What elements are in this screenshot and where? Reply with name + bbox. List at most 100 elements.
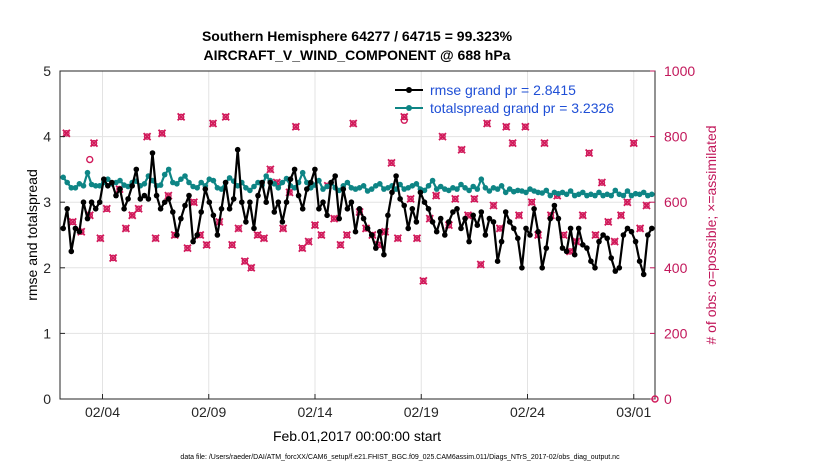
rmse-point — [620, 232, 627, 238]
rmse-point — [486, 215, 493, 222]
rmse-point — [234, 146, 241, 153]
obs-assimilated-marker — [247, 263, 256, 272]
obs-possible-ring — [458, 146, 465, 154]
rmse-point — [437, 215, 444, 222]
obs-assimilated-cross — [412, 234, 422, 243]
obs-possible-ring — [413, 234, 421, 242]
rmse-point — [178, 215, 184, 222]
obs-possible-ring — [502, 123, 510, 131]
obs-assimilated-marker — [259, 234, 269, 243]
rmse-point — [105, 183, 111, 189]
rmse-point — [198, 209, 204, 215]
totalspread-point — [324, 183, 330, 190]
totalspread-point — [68, 185, 75, 191]
rmse-point — [377, 228, 383, 235]
obs-assimilated-marker — [183, 243, 192, 253]
y-axis-right-label: # of obs: o=possible; ×=assimilated — [703, 125, 719, 344]
obs-assimilated-cross — [393, 234, 403, 243]
obs-possible-ring — [636, 225, 644, 232]
rmse-point — [324, 212, 330, 219]
obs-assimilated-marker — [514, 211, 524, 220]
obs-assimilated-marker — [597, 178, 607, 187]
rmse-point — [263, 199, 270, 205]
totalspread-point — [478, 176, 485, 182]
obs-assimilated-marker — [253, 230, 262, 240]
obs-assimilated-cross — [597, 178, 607, 187]
rmse-point — [328, 179, 334, 186]
obs-possible-ring — [90, 139, 98, 147]
obs-assimilated-cross — [68, 217, 77, 227]
rmse-point — [640, 271, 647, 278]
x-tick-label: 02/19 — [404, 404, 439, 420]
obs-assimilated-marker — [68, 217, 77, 227]
rmse-point — [373, 245, 379, 251]
obs-possible-ring — [528, 198, 536, 206]
obs-possible-ring — [247, 264, 255, 272]
totalspread-point — [320, 186, 326, 192]
obs-possible-ring — [477, 261, 485, 268]
rmse-point — [182, 202, 188, 209]
totalspread-point — [429, 177, 436, 184]
rmse-point — [344, 206, 351, 212]
rmse-point — [543, 245, 550, 251]
obs-possible-ring — [260, 234, 268, 242]
totalspread-point — [413, 181, 420, 187]
obs-assimilated-cross — [183, 243, 192, 253]
obs-possible-ring — [143, 133, 151, 140]
totalspread-point — [72, 185, 79, 191]
totalspread-point — [515, 187, 521, 194]
totalspread-point — [612, 187, 619, 194]
totalspread-point — [291, 185, 298, 191]
totalspread-point — [539, 190, 545, 196]
obs-assimilated-marker — [221, 112, 230, 122]
obs-possible-ring — [279, 225, 287, 232]
x-tick-label: 02/04 — [85, 404, 120, 420]
rmse-point — [575, 225, 582, 232]
obs-assimilated-cross — [304, 237, 313, 246]
obs-assimilated-marker — [540, 139, 549, 148]
obs-assimilated-marker — [521, 122, 530, 131]
obs-possible-ring — [624, 198, 631, 206]
rmse-point — [421, 199, 428, 205]
obs-possible-ring — [152, 234, 159, 242]
totalspread-point — [178, 176, 184, 182]
obs-possible-ring — [190, 198, 198, 206]
rmse-point — [279, 219, 286, 225]
obs-assimilated-marker — [584, 148, 594, 158]
totalspread-point — [247, 187, 253, 194]
obs-assimilated-cross — [527, 198, 536, 207]
rmse-point — [202, 186, 209, 192]
obs-assimilated-cross — [584, 148, 594, 158]
y-tick-label: 3 — [43, 194, 51, 210]
rmse-point — [401, 202, 408, 209]
obs-possible-ring — [585, 149, 593, 157]
obs-assimilated-cross — [540, 139, 549, 148]
rmse-point — [96, 199, 103, 205]
totalspread-point — [494, 186, 501, 192]
rmse-point — [64, 206, 70, 212]
totalspread-point — [547, 192, 554, 199]
legend-rmse-label: rmse grand pr = 2.8415 — [430, 82, 576, 98]
rmse-point — [425, 206, 432, 212]
obs-assimilated-marker — [482, 119, 492, 128]
obs-assimilated-cross — [96, 234, 105, 243]
obs-assimilated-cross — [234, 224, 243, 233]
rmse-point — [604, 235, 610, 242]
obs-possible-ring — [407, 195, 414, 203]
chart-title: Southern Hemisphere 64277 / 64715 = 99.3… — [202, 28, 513, 44]
rmse-point — [539, 265, 545, 271]
obs-assimilated-cross — [470, 194, 479, 204]
obs-assimilated-marker — [240, 257, 250, 266]
totalspread-point — [279, 179, 286, 186]
rmse-point — [551, 202, 558, 209]
obs-assimilated-marker — [412, 234, 422, 243]
rmse-point — [632, 238, 639, 245]
obs-assimilated-marker — [89, 139, 99, 148]
obs-assimilated-cross — [438, 132, 447, 141]
obs-possible-ring — [63, 130, 70, 137]
totalspread-point — [462, 185, 468, 191]
totalspread-point — [580, 189, 586, 196]
rmse-point — [316, 206, 322, 212]
rmse-point — [588, 258, 594, 265]
